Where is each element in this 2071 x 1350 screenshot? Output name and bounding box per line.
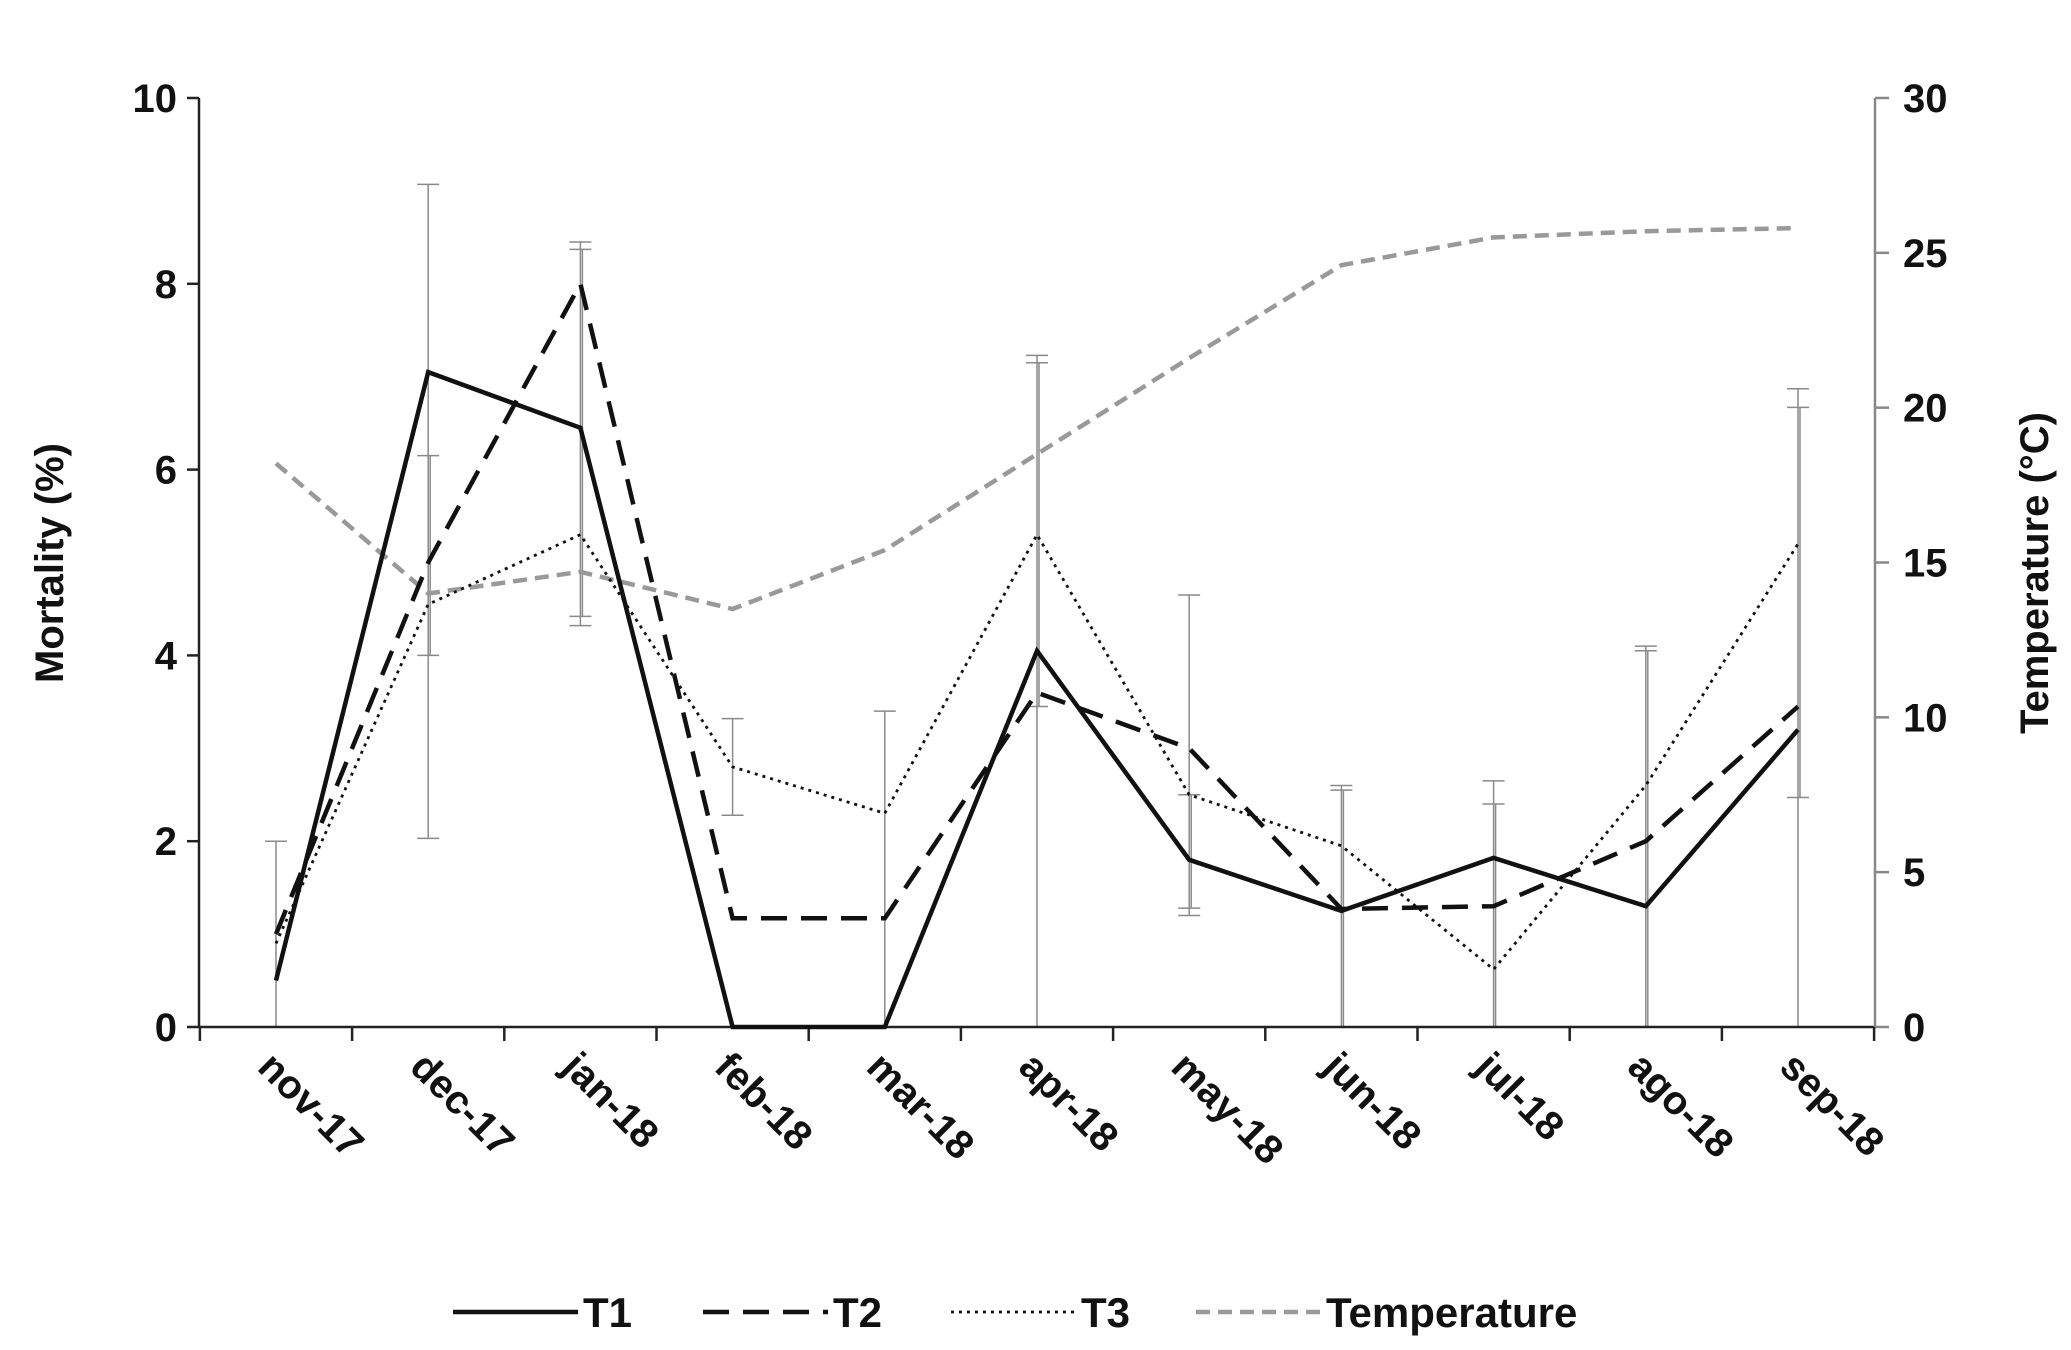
- y-tick-label: 4: [155, 634, 178, 678]
- y2-tick-label: 20: [1903, 387, 1948, 431]
- y2-axis-title: Temperature (°C): [2013, 412, 2057, 734]
- series-line-t2: [273, 277, 1800, 935]
- y2-tick-label: 10: [1903, 696, 1948, 740]
- y2-tick-label: 25: [1903, 232, 1948, 276]
- legend-label-t1: T1: [583, 1289, 632, 1336]
- x-tick-label: jul-18: [1467, 1044, 1573, 1150]
- legend-label-t3: T3: [1081, 1289, 1130, 1336]
- y-axis-title: Mortality (%): [28, 443, 72, 683]
- y2-tick-label: 15: [1903, 542, 1948, 586]
- series-line-temperature: [274, 225, 1799, 612]
- x-tick-label: feb-18: [706, 1044, 820, 1158]
- x-tick-label: ago-18: [1619, 1044, 1741, 1166]
- axes: [187, 96, 1889, 1041]
- legend-label-temperature: Temperature: [1326, 1289, 1577, 1336]
- y-tick-label: 6: [155, 449, 177, 493]
- series-line-t1: [273, 369, 1800, 1030]
- y-tick-label: 2: [155, 820, 177, 864]
- y-tick-label: 0: [155, 1006, 177, 1050]
- y2-tick-label: 30: [1903, 77, 1948, 121]
- error-bars: [265, 183, 1809, 1027]
- y2-tick-label: 0: [1903, 1006, 1925, 1050]
- x-tick-label: nov-17: [250, 1044, 372, 1166]
- legend-label-t2: T2: [833, 1289, 882, 1336]
- series-lines: [273, 225, 1800, 1030]
- x-tick-label: may-18: [1163, 1044, 1292, 1173]
- x-tick-label: dec-17: [402, 1044, 523, 1165]
- y-tick-label: 8: [155, 263, 177, 307]
- legend: T1 T2 T3 Temperature: [453, 1289, 1577, 1336]
- x-tick-label: sep-18: [1772, 1044, 1893, 1165]
- y-tick-label: 10: [133, 77, 178, 121]
- y2-tick-label: 5: [1903, 851, 1925, 895]
- x-tick-label: jun-18: [1314, 1044, 1429, 1159]
- x-tick-label: jan-18: [553, 1044, 667, 1158]
- x-tick-label: apr-18: [1011, 1044, 1127, 1160]
- x-tick-label: mar-18: [858, 1044, 982, 1168]
